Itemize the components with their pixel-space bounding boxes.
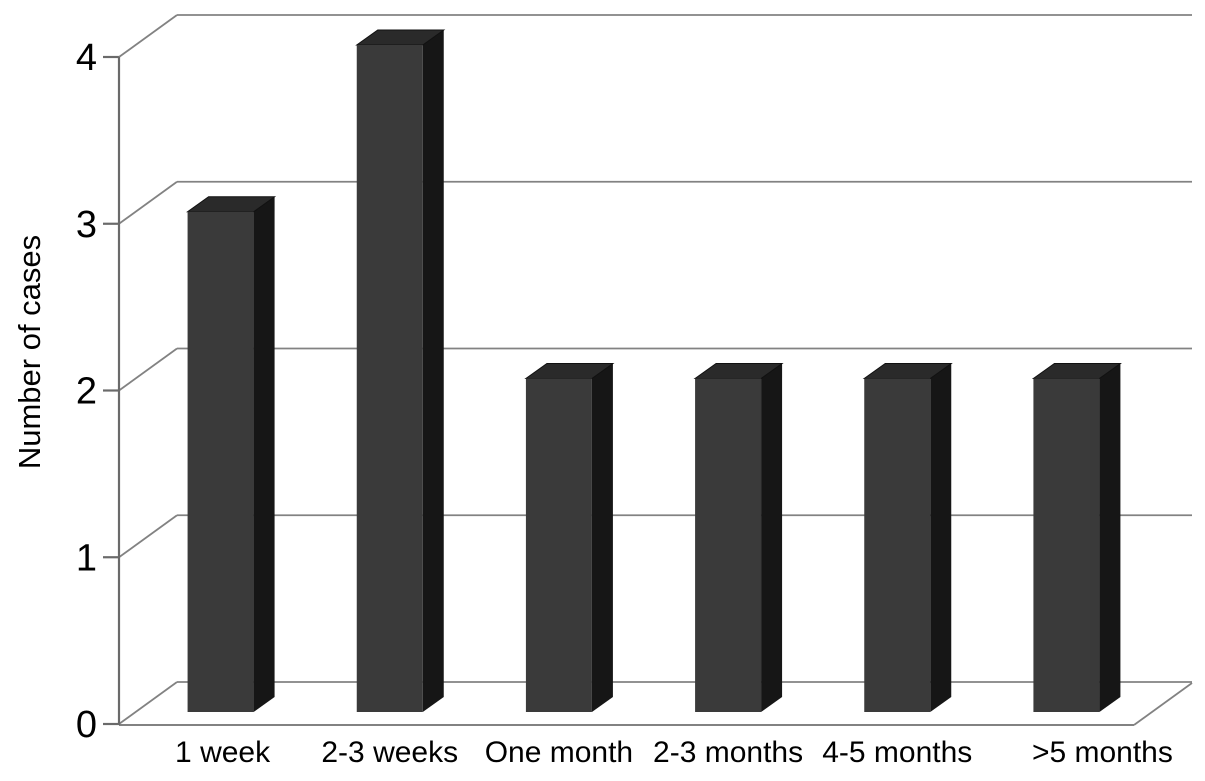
gridline-depth-segment xyxy=(118,14,178,58)
y-axis-title: Number of cases xyxy=(12,235,47,469)
bar-front-face xyxy=(1033,378,1100,712)
floor-right-edge xyxy=(1133,682,1193,726)
y-tick-label: 2 xyxy=(76,371,97,413)
bar-side-face xyxy=(930,363,952,712)
y-tick-label: 1 xyxy=(76,537,97,579)
bar-front-face xyxy=(356,45,423,712)
y-tick-label: 4 xyxy=(76,37,97,79)
x-category-label: >5 months xyxy=(1032,736,1173,769)
bar-front-face xyxy=(187,211,254,712)
x-category-label: 2-3 weeks xyxy=(321,736,458,769)
gridline-depth-segment xyxy=(118,514,178,558)
bar-side-face xyxy=(1099,363,1121,712)
bar-side-face xyxy=(253,196,275,712)
x-category-label: One month xyxy=(485,736,633,769)
bar-front-face xyxy=(695,378,762,712)
x-category-label: 1 week xyxy=(175,736,271,769)
x-category-label: 4-5 months xyxy=(822,736,972,769)
bar-side-face xyxy=(422,30,444,712)
bar-front-face xyxy=(864,378,931,712)
y-tick-label: 0 xyxy=(76,704,97,746)
gridline-depth-segment xyxy=(118,181,178,225)
gridline-depth-segment xyxy=(118,681,178,725)
gridline-depth-segment xyxy=(118,347,178,392)
bar-side-face xyxy=(591,363,613,712)
y-tick-label: 3 xyxy=(76,204,97,246)
bar-side-face xyxy=(761,363,783,712)
x-category-label: 2-3 months xyxy=(653,736,803,769)
bar-front-face xyxy=(525,378,592,712)
